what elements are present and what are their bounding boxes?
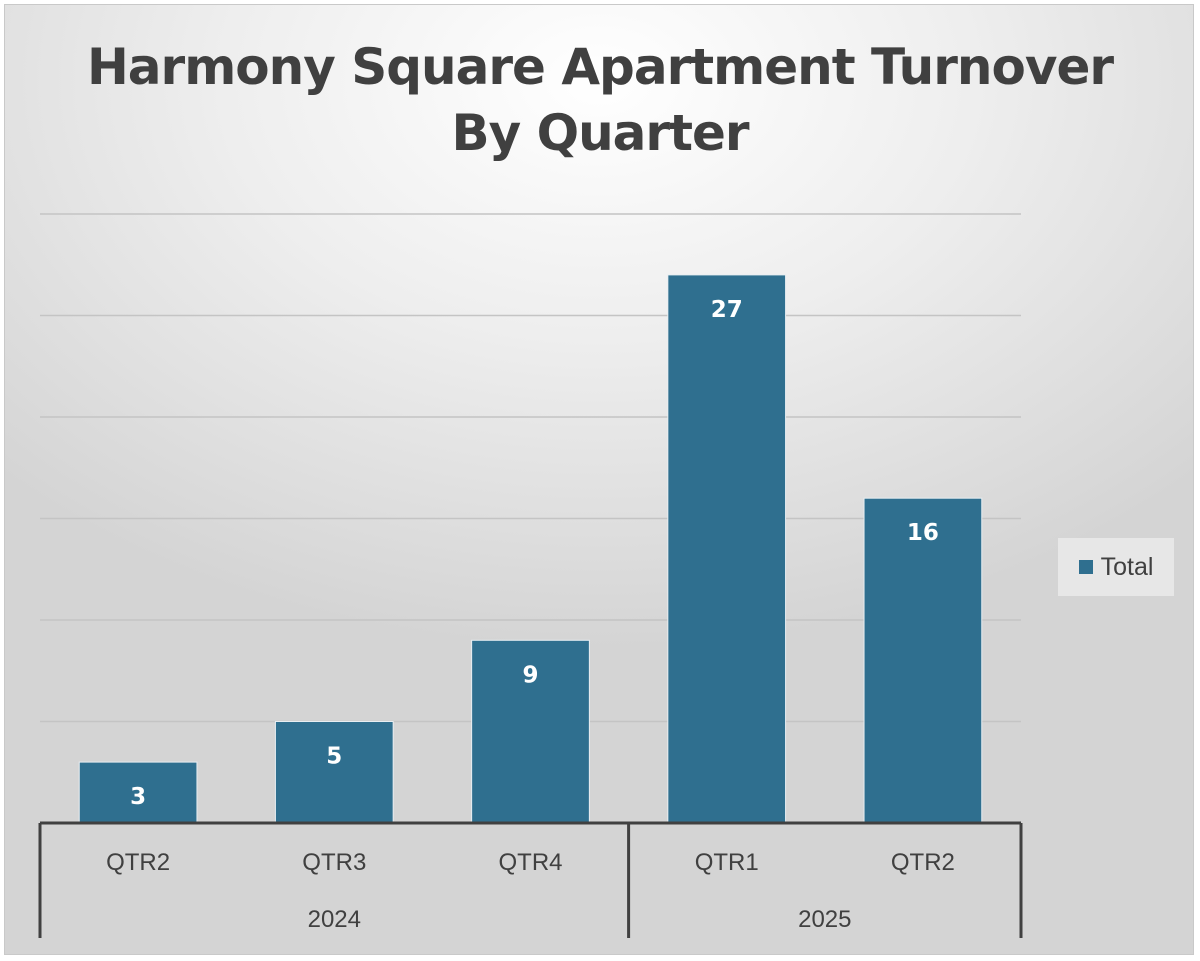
legend-swatch <box>1078 560 1093 574</box>
x-tick-label: QTR2 <box>891 849 955 876</box>
bar <box>863 497 983 824</box>
bar <box>471 639 590 824</box>
data-label: 5 <box>326 744 342 770</box>
data-label: 27 <box>711 297 743 323</box>
chart-title-line-2: By Quarter <box>451 104 749 162</box>
x-tick-label: QTR3 <box>302 849 366 876</box>
x-group-label: 2025 <box>798 906 851 933</box>
bar <box>274 721 394 824</box>
data-label: 9 <box>522 662 538 688</box>
data-label: 3 <box>130 784 146 810</box>
data-label: 16 <box>907 520 939 546</box>
x-tick-label: QTR1 <box>695 849 759 876</box>
chart-area <box>4 4 1194 955</box>
legend-label: Total <box>1100 552 1154 581</box>
bar <box>667 274 787 824</box>
x-tick-label: QTR2 <box>106 849 170 876</box>
chart-title-line-1: Harmony Square Apartment Turnover <box>86 38 1114 96</box>
chart-title: Harmony Square Apartment Turnover By Qua… <box>0 34 1200 166</box>
legend: Total <box>1058 538 1174 596</box>
x-tick-label: QTR4 <box>498 849 562 876</box>
bar <box>78 761 198 824</box>
x-group-label: 2024 <box>308 906 361 933</box>
